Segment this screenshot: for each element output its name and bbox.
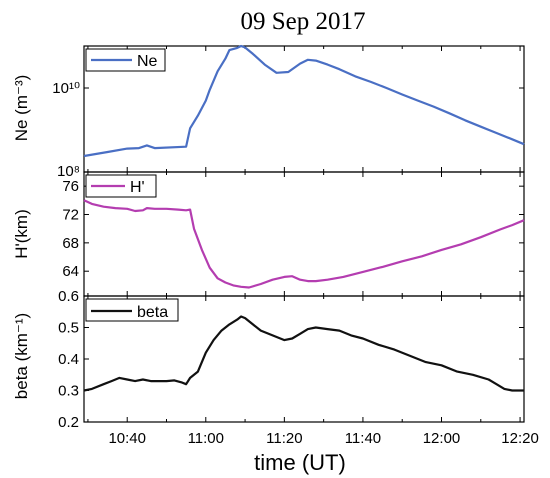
x-axis-label: time (UT) <box>254 450 346 475</box>
x-tick-label: 10:40 <box>108 430 146 447</box>
y-tick-label: 64 <box>62 263 79 280</box>
beta-y-axis-label: beta (km⁻¹) <box>12 313 31 399</box>
ne-y-axis-label: Ne (m⁻³) <box>12 75 31 142</box>
ne-legend: Ne <box>85 48 166 72</box>
beta-legend-label: beta <box>137 304 168 321</box>
x-tick-label: 12:00 <box>423 430 461 447</box>
h-legend: H' <box>85 174 157 198</box>
y-tick-label: 0.4 <box>58 351 79 368</box>
y-tick-label: 0.2 <box>58 414 79 431</box>
y-tick-label: 0.6 <box>58 288 79 305</box>
y-tick-label: 10¹⁰ <box>52 80 80 97</box>
chart-title: 09 Sep 2017 <box>241 8 366 35</box>
x-tick-label: 11:40 <box>345 430 381 447</box>
series-line-beta <box>83 315 524 392</box>
series-line-ne <box>83 44 525 158</box>
y-tick-label: 0.3 <box>58 383 79 400</box>
h-legend-label: H' <box>130 179 145 196</box>
axis-ticks <box>84 46 524 423</box>
y-tick-label: 10⁸ <box>57 163 80 180</box>
x-tick-label: 11:00 <box>188 430 224 447</box>
y-tick-label: 76 <box>62 178 79 195</box>
ne-legend-label: Ne <box>137 53 158 70</box>
series-line-h-prime <box>83 199 525 289</box>
y-tick-label: 72 <box>62 207 79 224</box>
y-tick-label: 0.5 <box>58 320 79 337</box>
beta-legend: beta <box>85 298 179 322</box>
y-tick-label: 68 <box>62 235 79 252</box>
x-tick-label: 12:20 <box>501 430 539 447</box>
x-tick-label: 11:20 <box>266 430 302 447</box>
x-tick-labels: 10:40 11:00 11:20 11:40 12:00 12:20 <box>108 430 538 447</box>
data-lines <box>83 44 525 392</box>
h-y-axis-label: H'(km) <box>12 209 31 259</box>
